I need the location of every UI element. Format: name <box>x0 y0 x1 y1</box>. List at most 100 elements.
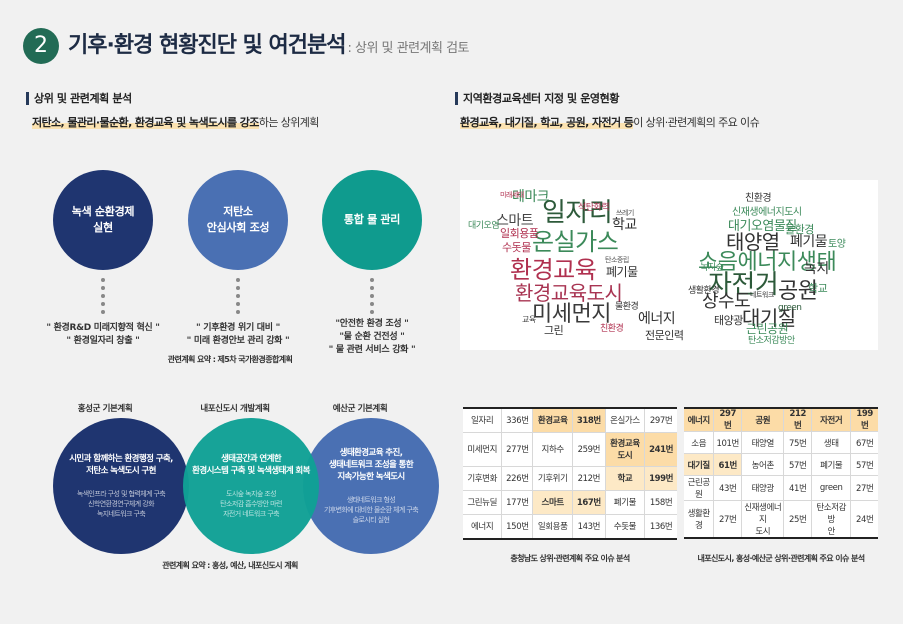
plan-label: 홍성군 기본계획 <box>77 404 133 414</box>
issue-count-cell: 143번 <box>572 514 606 538</box>
issue-keyword-cell: 농어촌 <box>741 453 785 476</box>
goal-circle: 녹색 순환경제 실현 <box>53 170 153 270</box>
table-row: 소음 101번 태양열 75번 생태 67번 <box>684 431 878 454</box>
table-row: 에너지 150번 일회용품 143번 수돗물 136번 <box>463 514 677 538</box>
plan-sub-goals: 도시숲 녹지숲 조성 탄소저감 흡수방안 마련 자전거 네트워크 구축 <box>220 490 282 518</box>
issue-keyword-cell: 일회용품 <box>532 514 573 538</box>
issue-keyword-cell: 생태 <box>811 431 852 454</box>
issue-keyword-cell: 태양열 <box>741 431 785 454</box>
goal-circle: 통합 물 관리 <box>322 170 422 270</box>
cloud-word: 대기질 <box>742 306 796 330</box>
plan-label: 내포신도시 개발계획 <box>200 404 270 414</box>
issue-count-cell: 277번 <box>501 432 534 467</box>
issue-keyword-cell: 학교 <box>605 466 646 491</box>
cloud-word: 미래세대 <box>500 191 524 199</box>
cloud-word: 학교 <box>808 282 828 295</box>
issue-keyword-cell: 근린공원 <box>684 475 715 501</box>
plan-main-goal: 시민과 함께하는 환경행정 구축, 저탄소 녹색도시 구현 <box>69 454 173 476</box>
goal-quote: " 기후환경 위기 대비 " " 미래 환경안보 관리 강화 " <box>186 323 290 346</box>
heading-bar <box>26 91 29 105</box>
issue-keyword-cell: 폐기물 <box>605 490 646 515</box>
cloud-word: 대기오염물질 <box>728 219 797 234</box>
right-lead: 환경교육, 대기질, 학교, 공원, 자전거 등이 상위·관련계획의 주요 이슈 <box>460 114 760 130</box>
issue-count-cell: 67번 <box>850 431 878 454</box>
cloud-word: 대기오염 <box>468 221 500 231</box>
table-row: 대기질 61번 농어촌 57번 폐기물 57번 <box>684 453 878 476</box>
table-row: 그린뉴딜 177번 스마트 167번 폐기물 158번 <box>463 490 677 515</box>
page-title-main: 기후·환경 현황진단 및 여건분석 <box>68 33 346 58</box>
cloud-word: 전문인력 <box>645 329 684 342</box>
cloud-word: 온실가스 <box>532 228 619 256</box>
table2-caption: 내포신도시, 홍성·예산군 상위·관련계획 주요 이슈 분석 <box>697 554 866 563</box>
issue-keyword-cell: 수돗물 <box>605 514 646 538</box>
issue-count-cell: 43번 <box>713 475 742 501</box>
issue-keyword-cell: 소음 <box>684 431 715 454</box>
table-row: 생활환경 27번 신재생에너지 도시 25번 탄소저감방 안 24번 <box>684 500 878 537</box>
cloud-word: 데마크 <box>512 189 550 205</box>
cloud-word: 탄소중립 <box>605 256 629 264</box>
issue-count-cell: 177번 <box>501 490 534 515</box>
heading-bar <box>455 91 458 105</box>
issue-keyword-cell: 에너지 <box>463 514 503 538</box>
table-row: 일자리 336번 환경교육 318번 온실가스 297번 <box>463 409 677 433</box>
cloud-word: 태양광 <box>714 314 743 327</box>
issue-count-cell: 297번 <box>713 409 742 432</box>
issue-count-cell: 167번 <box>572 490 606 515</box>
issue-keyword-cell: 미세먼지 <box>463 432 503 467</box>
left-lead-rest: 하는 상위계획 <box>258 116 320 129</box>
issue-keyword-cell: 지하수 <box>532 432 573 467</box>
table1-caption: 충청남도 상위·관련계획 주요 이슈 분석 <box>510 554 630 563</box>
cloud-word: 일자리 <box>542 198 613 228</box>
issue-keyword-cell: 자전거 <box>811 409 852 432</box>
cloud-word: 신재생에너지도시 <box>732 207 802 218</box>
cloud-word: 녹지 <box>804 261 829 277</box>
right-lead-highlight: 환경교육, 대기질, 학교, 공원, 자전거 등 <box>460 116 634 129</box>
issue-keyword-cell: 기후변화 <box>463 466 503 491</box>
cloud-word: 그린 <box>544 324 564 337</box>
cloud-word: 녹지숲 <box>700 263 724 273</box>
issue-keyword-cell: 신재생에너지 도시 <box>741 500 785 537</box>
goal-quote: "안전한 환경 조성 " "물 순환 건전성 " " 물 관련 서비스 강화 " <box>328 319 416 355</box>
plan-circle: 생태환경교육 추진, 생태네트워크 조성을 통한 지속가능한 녹색도시 생태네트워… <box>303 418 439 554</box>
issue-count-cell: 199번 <box>850 409 878 432</box>
issue-keyword-cell: 환경교육 도시 <box>605 432 646 467</box>
left-section-heading: 상위 및 관련계획 분석 <box>26 90 132 106</box>
issue-count-cell: 297번 <box>644 409 677 433</box>
issue-count-cell: 61번 <box>713 453 742 476</box>
cloud-word: 친환경 <box>600 324 624 334</box>
cloud-word: 공원 <box>778 279 818 304</box>
right-heading-text: 지역환경교육센터 지정 및 운영현황 <box>463 92 620 105</box>
issue-keyword-cell: 일자리 <box>463 409 503 433</box>
issue-keyword-cell: 온실가스 <box>605 409 646 433</box>
issue-count-cell: 212번 <box>783 409 813 432</box>
cloud-word: 학교 <box>612 217 637 233</box>
issue-count-cell: 25번 <box>783 500 813 537</box>
right-section-heading: 지역환경교육센터 지정 및 운영현황 <box>455 90 619 106</box>
issue-count-cell: 75번 <box>783 431 813 454</box>
cloud-word: 스마트 <box>496 213 534 229</box>
issue-count-cell: 199번 <box>644 466 677 491</box>
cloud-word: 탄소저감방안 <box>748 336 795 346</box>
issues-table-chungnam: 일자리 336번 환경교육 318번 온실가스 297번 미세먼지 277번 지하수 259번 환경… <box>463 407 677 540</box>
cloud-word: 일회용품 <box>500 227 539 240</box>
issue-keyword-cell: 환경교육 <box>532 409 573 433</box>
left-lead: 저탄소, 물관리·물순환, 환경교육 및 녹색도시를 강조하는 상위계획 <box>32 114 319 130</box>
goal-quote: " 환경R&D 미래지향적 혁신 " " 환경일자리 창출 " <box>46 323 160 346</box>
cloud-word: 근린공원 <box>746 322 789 336</box>
plan-sub-goals: 생태네트워크 형성 기후변화에 대비한 물순환 체계 구축 슬로시티 실현 <box>323 496 419 524</box>
issue-keyword-cell: 태양광 <box>741 475 785 501</box>
cloud-word: 환경교육 <box>510 256 597 284</box>
cloud-word: 토양 <box>828 239 846 250</box>
issue-count-cell: 27번 <box>850 475 878 501</box>
dotted-connector <box>101 278 105 314</box>
issue-count-cell: 150번 <box>501 514 534 538</box>
cloud-word: 소음에너지생태 <box>698 250 837 275</box>
cloud-word: 네트워크 <box>750 291 774 299</box>
page-title: 기후·환경 현황진단 및 여건분석: 상위 및 관련계획 검토 <box>68 28 470 67</box>
plan-circle: 시민과 함께하는 환경행정 구축, 저탄소 녹색도시 구현 녹색인프라 구성 및 … <box>53 418 189 554</box>
plan-main-goal: 생태공간과 연계한 환경시스템 구축 및 녹색생태계 회복 <box>192 454 310 476</box>
cloud-word: 미세먼지 <box>532 302 611 327</box>
issue-keyword-cell: 탄소저감방 안 <box>811 500 852 537</box>
cloud-word: 생활환경 <box>688 286 720 296</box>
issue-keyword-cell: 공원 <box>741 409 785 432</box>
